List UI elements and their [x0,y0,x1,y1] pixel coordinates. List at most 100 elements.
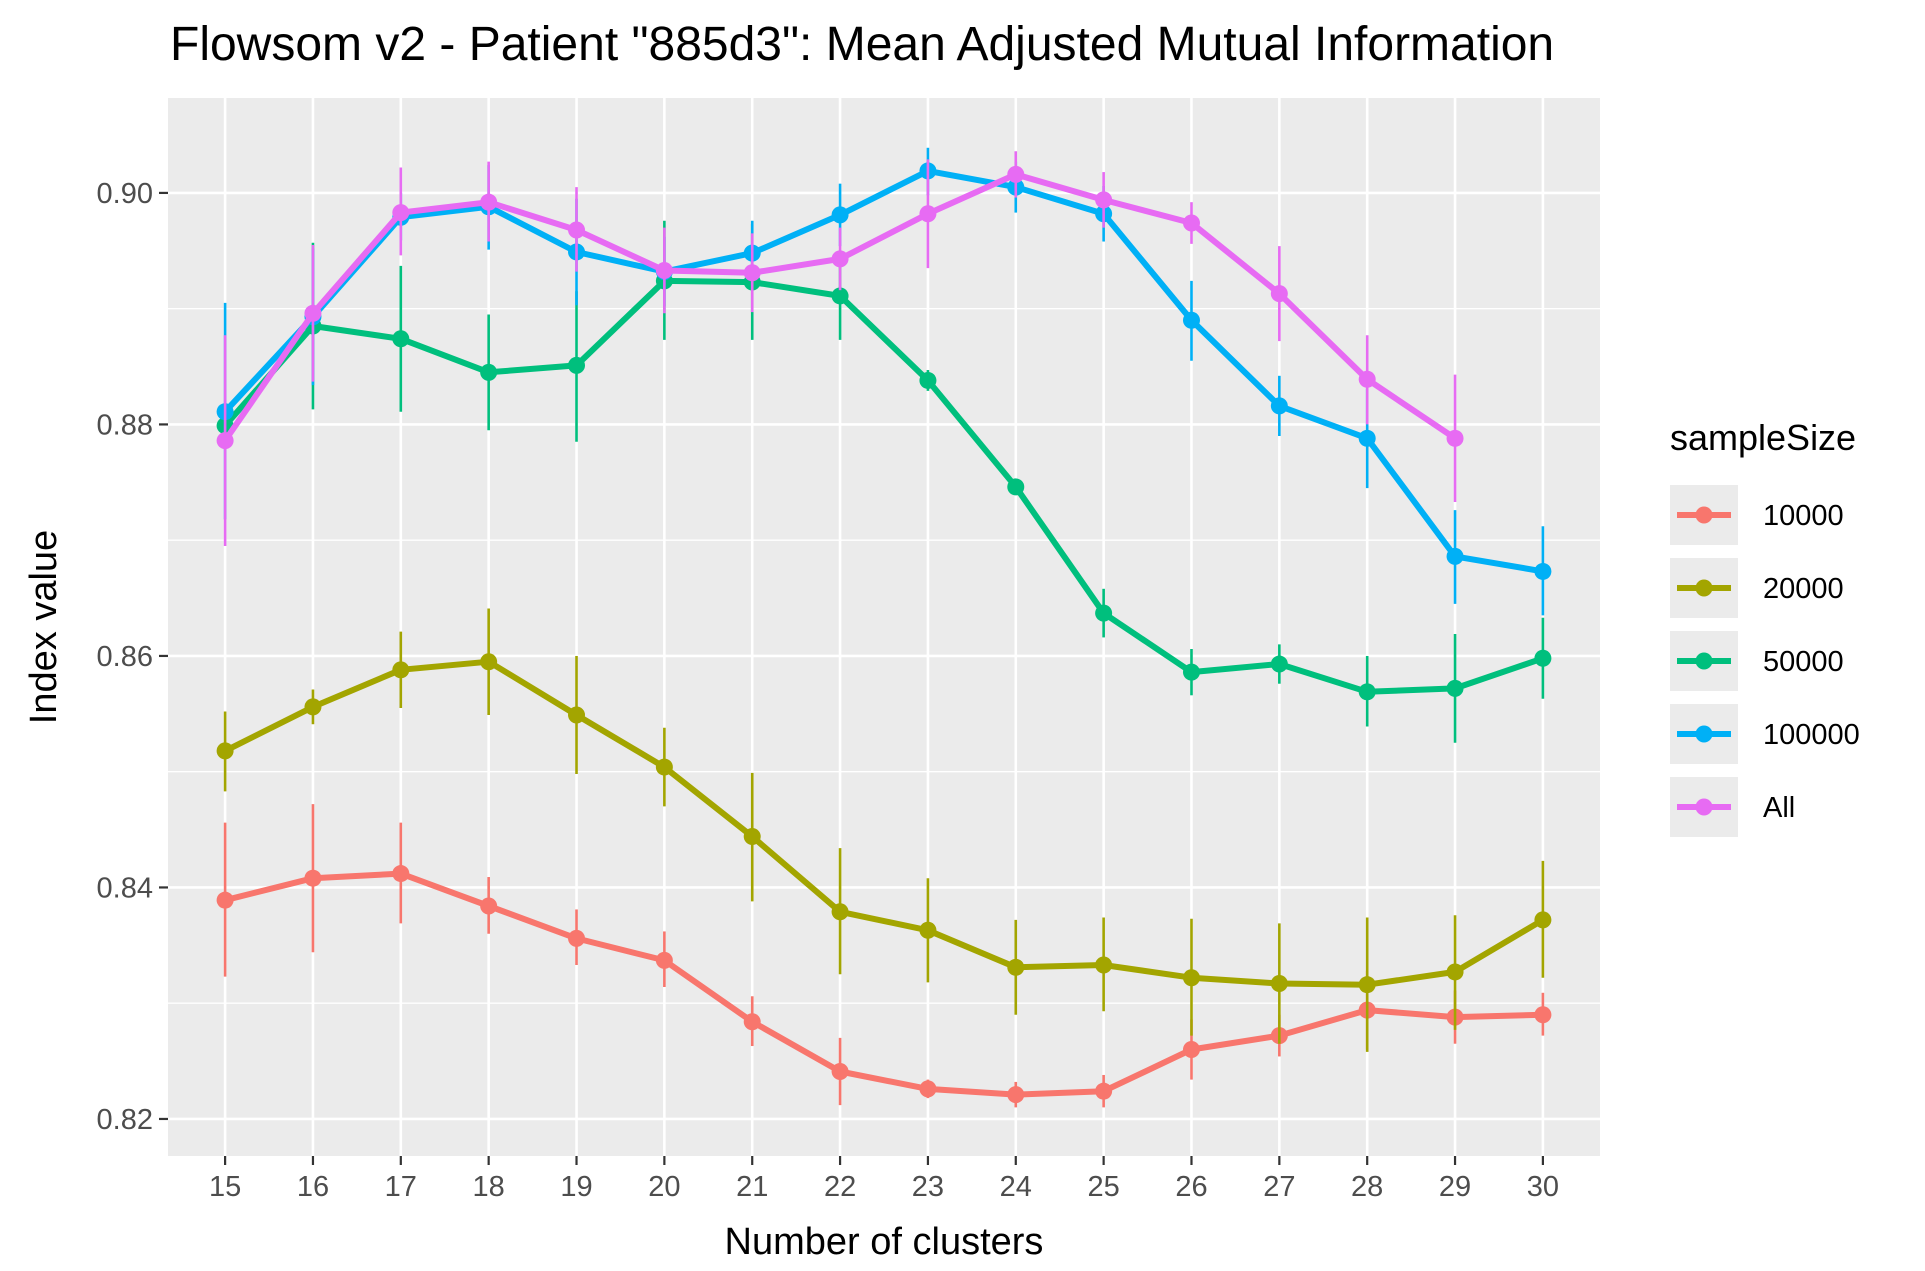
data-point [743,828,761,846]
data-point [568,706,586,724]
data-point [392,661,410,679]
data-point [216,891,234,909]
data-point [831,250,849,268]
data-point [743,264,761,282]
y-axis-title: Index value [23,530,65,724]
x-tick-label: 27 [1263,1171,1295,1203]
x-tick-label: 24 [1000,1171,1032,1203]
data-point [1534,649,1552,667]
legend-item: 10000 [1670,485,1844,545]
data-point [1182,969,1200,987]
x-axis-title: Number of clusters [725,1221,1044,1263]
data-point [1095,956,1113,974]
data-point [1007,478,1025,496]
data-point [919,1080,937,1098]
data-point [480,193,498,211]
y-tick-label: 0.90 [97,178,153,210]
data-point [1095,604,1113,622]
grid-minor-lines [168,308,1600,1004]
data-point [919,205,937,223]
chart-title: Flowsom v2 - Patient "885d3": Mean Adjus… [170,18,1554,71]
data-point [1446,963,1464,981]
data-point [1270,397,1288,415]
x-tick-label: 23 [912,1171,944,1203]
y-tick-label: 0.88 [97,409,153,441]
data-point [1534,1006,1552,1024]
data-point [831,1062,849,1080]
data-point [743,1013,761,1031]
data-point [304,869,322,887]
x-tick-label: 25 [1087,1171,1119,1203]
data-point [1270,975,1288,993]
data-point [1446,547,1464,565]
x-tick-label: 18 [473,1171,505,1203]
legend-label: All [1763,792,1795,824]
data-point [1007,165,1025,183]
data-point [1270,285,1288,303]
data-point [1095,1082,1113,1100]
legend-item: All [1670,777,1795,837]
series-line [222,277,1544,695]
x-tick-label: 16 [297,1171,329,1203]
data-point [1182,1041,1200,1059]
x-tick-label: 30 [1527,1171,1559,1203]
legend-items: 10000 20000 50000 100000 All [1670,485,1860,837]
series-20000 [216,608,1552,1052]
series-line [224,870,1543,1098]
data-point [1182,663,1200,681]
data-point [392,330,410,348]
legend-key-point [1695,506,1713,524]
data-point [1358,370,1376,388]
x-tick-label: 26 [1175,1171,1207,1203]
x-tick-label: 20 [648,1171,680,1203]
data-point [1007,958,1025,976]
data-point [1358,683,1376,701]
data-point [392,204,410,222]
legend-title: sampleSize [1670,417,1856,458]
x-axis: 15 16 17 18 19 20 21 22 23 24 25 26 27 28 29 30 [209,1156,1559,1203]
legend-label: 20000 [1763,573,1844,605]
data-point [655,758,673,776]
legend-item: 100000 [1670,704,1860,764]
data-point [1182,214,1200,232]
data-point [1007,1086,1025,1104]
data-point [304,698,322,716]
data-point [216,742,234,760]
y-tick-label: 0.84 [97,872,153,904]
legend-item: 20000 [1670,558,1844,618]
data-point [831,206,849,224]
y-tick-label: 0.86 [97,641,153,673]
data-point [568,356,586,374]
data-point [480,363,498,381]
data-point [831,903,849,921]
data-point [1446,429,1464,447]
data-point [1534,562,1552,580]
data-point [480,653,498,671]
data-point [1358,976,1376,994]
data-point [392,865,410,883]
series-line [222,167,1544,575]
y-axis: 0.82 0.84 0.86 0.88 0.90 [97,178,168,1136]
data-point [1182,311,1200,329]
legend-item: 50000 [1670,631,1844,691]
data-point [568,929,586,947]
x-tick-label: 29 [1439,1171,1471,1203]
legend: sampleSize 10000 20000 50000 100000 All [1670,417,1860,837]
data-point [655,951,673,969]
data-point [568,221,586,239]
x-tick-label: 17 [385,1171,417,1203]
data-point [1358,429,1376,447]
x-tick-label: 15 [209,1171,241,1203]
data-point [1270,655,1288,673]
legend-key-point [1695,798,1713,816]
data-point [304,304,322,322]
data-point [919,371,937,389]
legend-key-point [1695,725,1713,743]
data-point [919,921,937,939]
series-layer [216,147,1552,1108]
data-point [216,432,234,450]
x-tick-label: 28 [1351,1171,1383,1203]
data-point [480,897,498,915]
data-point [1534,911,1552,929]
